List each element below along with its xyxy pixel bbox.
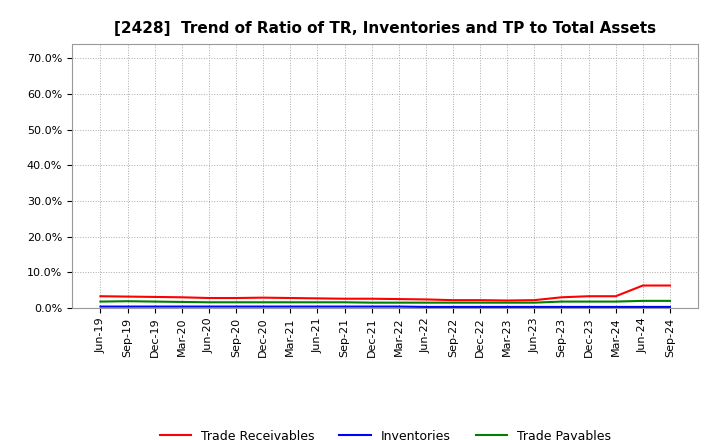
Trade Receivables <box>584 293 593 299</box>
Trade Payables <box>395 300 403 305</box>
Trade Receivables <box>204 295 213 301</box>
Trade Receivables <box>123 294 132 299</box>
Legend: Trade Receivables, Inventories, Trade Payables: Trade Receivables, Inventories, Trade Pa… <box>155 425 616 440</box>
Inventories <box>259 304 268 309</box>
Trade Receivables <box>476 297 485 303</box>
Trade Receivables <box>611 293 620 299</box>
Trade Payables <box>232 300 240 305</box>
Trade Receivables <box>421 297 430 302</box>
Trade Payables <box>611 299 620 304</box>
Trade Payables <box>421 300 430 305</box>
Trade Payables <box>96 299 105 304</box>
Trade Payables <box>503 300 511 305</box>
Inventories <box>178 304 186 309</box>
Trade Receivables <box>259 295 268 300</box>
Inventories <box>421 304 430 310</box>
Inventories <box>557 304 566 310</box>
Trade Receivables <box>503 298 511 303</box>
Trade Payables <box>665 298 674 304</box>
Inventories <box>367 304 376 309</box>
Trade Receivables <box>639 283 647 288</box>
Trade Receivables <box>286 295 294 301</box>
Inventories <box>639 304 647 310</box>
Trade Payables <box>178 299 186 304</box>
Trade Receivables <box>665 283 674 288</box>
Trade Payables <box>584 299 593 304</box>
Trade Payables <box>204 300 213 305</box>
Trade Receivables <box>96 293 105 299</box>
Trade Receivables <box>395 297 403 302</box>
Line: Trade Payables: Trade Payables <box>101 301 670 303</box>
Trade Receivables <box>150 294 159 300</box>
Trade Payables <box>259 300 268 305</box>
Trade Receivables <box>557 295 566 300</box>
Inventories <box>503 304 511 310</box>
Trade Payables <box>123 299 132 304</box>
Trade Payables <box>341 300 349 305</box>
Inventories <box>232 304 240 309</box>
Trade Payables <box>313 300 322 305</box>
Trade Payables <box>286 300 294 305</box>
Inventories <box>665 304 674 310</box>
Trade Payables <box>367 300 376 305</box>
Trade Payables <box>449 300 457 305</box>
Trade Payables <box>639 298 647 304</box>
Inventories <box>449 304 457 310</box>
Title: [2428]  Trend of Ratio of TR, Inventories and TP to Total Assets: [2428] Trend of Ratio of TR, Inventories… <box>114 21 656 36</box>
Inventories <box>395 304 403 309</box>
Inventories <box>150 304 159 309</box>
Trade Payables <box>557 299 566 304</box>
Trade Receivables <box>530 297 539 303</box>
Trade Receivables <box>341 296 349 301</box>
Trade Payables <box>530 300 539 305</box>
Trade Receivables <box>313 296 322 301</box>
Trade Receivables <box>178 295 186 300</box>
Inventories <box>611 304 620 310</box>
Inventories <box>204 304 213 309</box>
Inventories <box>476 304 485 310</box>
Trade Receivables <box>232 295 240 301</box>
Line: Trade Receivables: Trade Receivables <box>101 286 670 301</box>
Trade Payables <box>476 300 485 305</box>
Inventories <box>123 304 132 309</box>
Inventories <box>313 304 322 309</box>
Inventories <box>530 304 539 310</box>
Inventories <box>341 304 349 309</box>
Trade Receivables <box>367 296 376 301</box>
Inventories <box>96 304 105 309</box>
Trade Payables <box>150 299 159 304</box>
Inventories <box>584 304 593 310</box>
Inventories <box>286 304 294 309</box>
Trade Receivables <box>449 297 457 303</box>
